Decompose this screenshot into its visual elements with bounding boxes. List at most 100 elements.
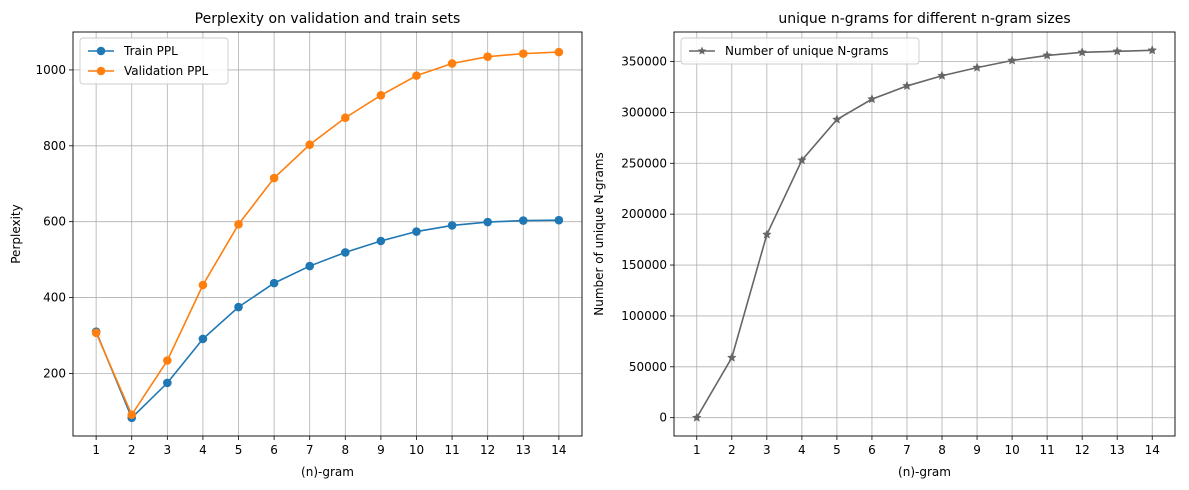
data-point — [831, 114, 842, 124]
x-tick-label: 8 — [938, 443, 946, 457]
data-point — [902, 80, 912, 91]
chart-1: 1 2 3 4 5 6 7 8 9 10 11 12 13 142004006008001000Perpl… — [9, 11, 583, 479]
x-tick-label: 4 — [798, 443, 806, 457]
legend-box — [680, 37, 920, 65]
y-tick-label: 100000 — [621, 309, 667, 323]
legend-box — [79, 37, 229, 85]
y-tick-label: 800 — [43, 139, 66, 153]
data-point — [483, 52, 492, 61]
data-point — [518, 216, 528, 225]
x-tick-label: 14 — [1145, 443, 1160, 457]
x-tick-label: 8 — [341, 443, 349, 457]
y-tick-label: 200 — [43, 366, 66, 380]
data-point — [269, 173, 279, 183]
x-tick-label: 5 — [833, 443, 841, 457]
data-point — [867, 93, 877, 104]
y-tick-label: 300000 — [621, 105, 667, 119]
data-point — [376, 91, 386, 100]
x-tick-label: 10 — [1004, 443, 1019, 457]
legend: Number of unique N-grams — [680, 37, 920, 65]
data-point — [483, 217, 492, 227]
legend-label: Validation PPL — [124, 64, 209, 78]
data-point — [127, 410, 137, 420]
y-tick-label: 250000 — [621, 156, 667, 170]
data-point — [691, 412, 702, 422]
data-point — [340, 248, 350, 257]
x-tick-label: 6 — [270, 443, 278, 457]
x-tick-label: 9 — [377, 443, 385, 457]
legend-label: Train PPL — [123, 44, 178, 58]
legend-marker — [96, 46, 106, 56]
x-tick-label: 12 — [1075, 443, 1090, 457]
data-point — [234, 302, 243, 312]
x-axis-label: (n)-gram — [898, 465, 951, 479]
data-point — [340, 113, 350, 123]
data-point — [796, 155, 807, 165]
grid — [674, 32, 1175, 436]
data-point — [937, 70, 947, 80]
x-tick-label: 13 — [516, 443, 531, 457]
x-tick-label: 13 — [1110, 443, 1125, 457]
x-tick-label: 1 — [693, 443, 701, 457]
x-tick-label: 7 — [306, 443, 314, 457]
data-point — [234, 220, 243, 229]
chart-title: unique n-grams for different n-gram size… — [778, 11, 1070, 27]
data-point — [412, 227, 421, 236]
series-1 — [91, 215, 564, 423]
y-tick-label: 0 — [659, 411, 667, 425]
series-line — [95, 219, 559, 420]
data-point — [269, 278, 279, 288]
data-point — [198, 280, 208, 290]
data-point — [554, 47, 564, 57]
axes-frame — [673, 31, 1176, 437]
chart-title: Perplexity on validation and train sets — [195, 11, 461, 27]
chart-2: 1 2 3 4 5 6 7 8 9 10 11 12 13 14050000100000150000200… — [592, 11, 1176, 479]
legend-label: Number of unique N-grams — [725, 44, 889, 58]
x-tick-label: 3 — [763, 443, 771, 457]
data-point — [1007, 55, 1018, 65]
y-tick-label: 400 — [43, 291, 66, 305]
data-point — [554, 215, 564, 225]
x-tick-label: 12 — [480, 443, 495, 457]
data-point — [1112, 46, 1123, 56]
y-tick-label: 50000 — [629, 360, 667, 374]
data-point — [518, 49, 528, 58]
x-tick-label: 9 — [973, 443, 981, 457]
legend: Train PPL Validation PPL — [79, 37, 229, 85]
x-tick-label: 11 — [444, 443, 459, 457]
data-point — [761, 229, 772, 239]
y-tick-label: 1000 — [35, 63, 66, 77]
data-point — [198, 334, 208, 344]
x-tick-label: 14 — [551, 443, 566, 457]
data-point — [91, 328, 101, 338]
grid — [73, 32, 582, 436]
x-axis-label: (n)-gram — [301, 465, 354, 479]
data-point — [447, 59, 457, 68]
y-tick-label: 150000 — [621, 258, 667, 272]
series-1 — [691, 45, 1158, 422]
axes-frame — [72, 31, 583, 437]
data-point — [163, 378, 172, 388]
y-tick-label: 600 — [43, 215, 66, 229]
x-tick-label: 1 — [92, 443, 100, 457]
x-tick-label: 2 — [128, 443, 136, 457]
x-tick-label: 4 — [199, 443, 207, 457]
data-point — [412, 71, 421, 80]
legend-marker — [96, 66, 106, 76]
y-tick-label: 200000 — [621, 207, 667, 221]
data-point — [305, 261, 315, 271]
x-tick-label: 10 — [409, 443, 424, 457]
data-point — [726, 352, 737, 362]
legend-marker — [697, 46, 707, 55]
x-tick-label: 6 — [868, 443, 876, 457]
data-point — [972, 62, 982, 72]
series-2 — [91, 47, 564, 420]
data-point — [1077, 47, 1088, 57]
x-tick-label: 3 — [164, 443, 172, 457]
data-point — [376, 236, 386, 246]
data-point — [1147, 45, 1158, 55]
data-point — [1042, 50, 1053, 60]
y-axis-label: Number of unique N-grams — [592, 152, 606, 316]
series-line — [696, 49, 1153, 419]
